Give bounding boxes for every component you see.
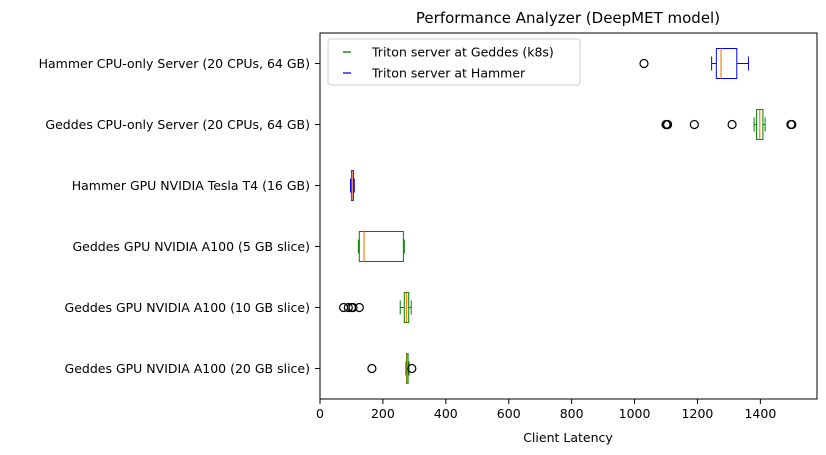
box-iqr [358, 231, 404, 262]
box-iqr [715, 48, 738, 79]
outlier-point [348, 302, 358, 313]
outlier-point [338, 302, 349, 313]
y-tick-label: Geddes CPU-only Server (20 CPUs, 64 GB) [45, 117, 310, 132]
x-tick-label: 200 [371, 406, 395, 421]
y-tick-label: Geddes GPU NVIDIA A100 (10 GB slice) [65, 300, 310, 315]
outlier-point [354, 302, 364, 313]
outlier-point [787, 119, 797, 130]
x-axis-label: Client Latency [523, 430, 613, 445]
x-tick-label: 1000 [619, 406, 651, 421]
outlier-point [689, 119, 699, 130]
x-tick-label: 800 [560, 406, 584, 421]
y-tick-label: Hammer GPU NVIDIA Tesla T4 (16 GB) [72, 178, 310, 193]
legend-frame [327, 38, 581, 86]
plot-area: 0 200 400 600 800 1000 1200 1400 Hammer CPU-only… [39, 48, 797, 421]
outlier-point [343, 302, 353, 313]
legend-label: Triton server at Hammer [371, 66, 526, 81]
y-tick-label: Geddes GPU NVIDIA A100 (5 GB slice) [72, 239, 310, 254]
y-tick-label: Geddes GPU NVIDIA A100 (20 GB slice) [65, 361, 310, 376]
outlier-point [407, 363, 417, 374]
outlier-point [639, 58, 649, 69]
plot-frame [319, 32, 818, 400]
legend-entry: Triton server at Geddes (k8s) [343, 45, 554, 60]
legend-entry: Triton server at Hammer [343, 66, 526, 81]
legend: Triton server at Geddes (k8s) Triton serv… [327, 38, 581, 86]
outlier-point [727, 119, 737, 130]
x-tick-label: 1200 [682, 406, 714, 421]
x-tick-label: 400 [434, 406, 458, 421]
y-tick-label: Hammer CPU-only Server (20 CPUs, 64 GB) [39, 56, 310, 71]
legend-label: Triton server at Geddes (k8s) [371, 45, 554, 60]
x-tick-label: 600 [497, 406, 521, 421]
outlier-point [662, 119, 673, 130]
outlier-point [367, 363, 377, 374]
x-tick-label: 1400 [744, 406, 776, 421]
chart-title: Performance Analyzer (DeepMET model) [416, 9, 720, 27]
x-tick-label: 0 [316, 406, 324, 421]
